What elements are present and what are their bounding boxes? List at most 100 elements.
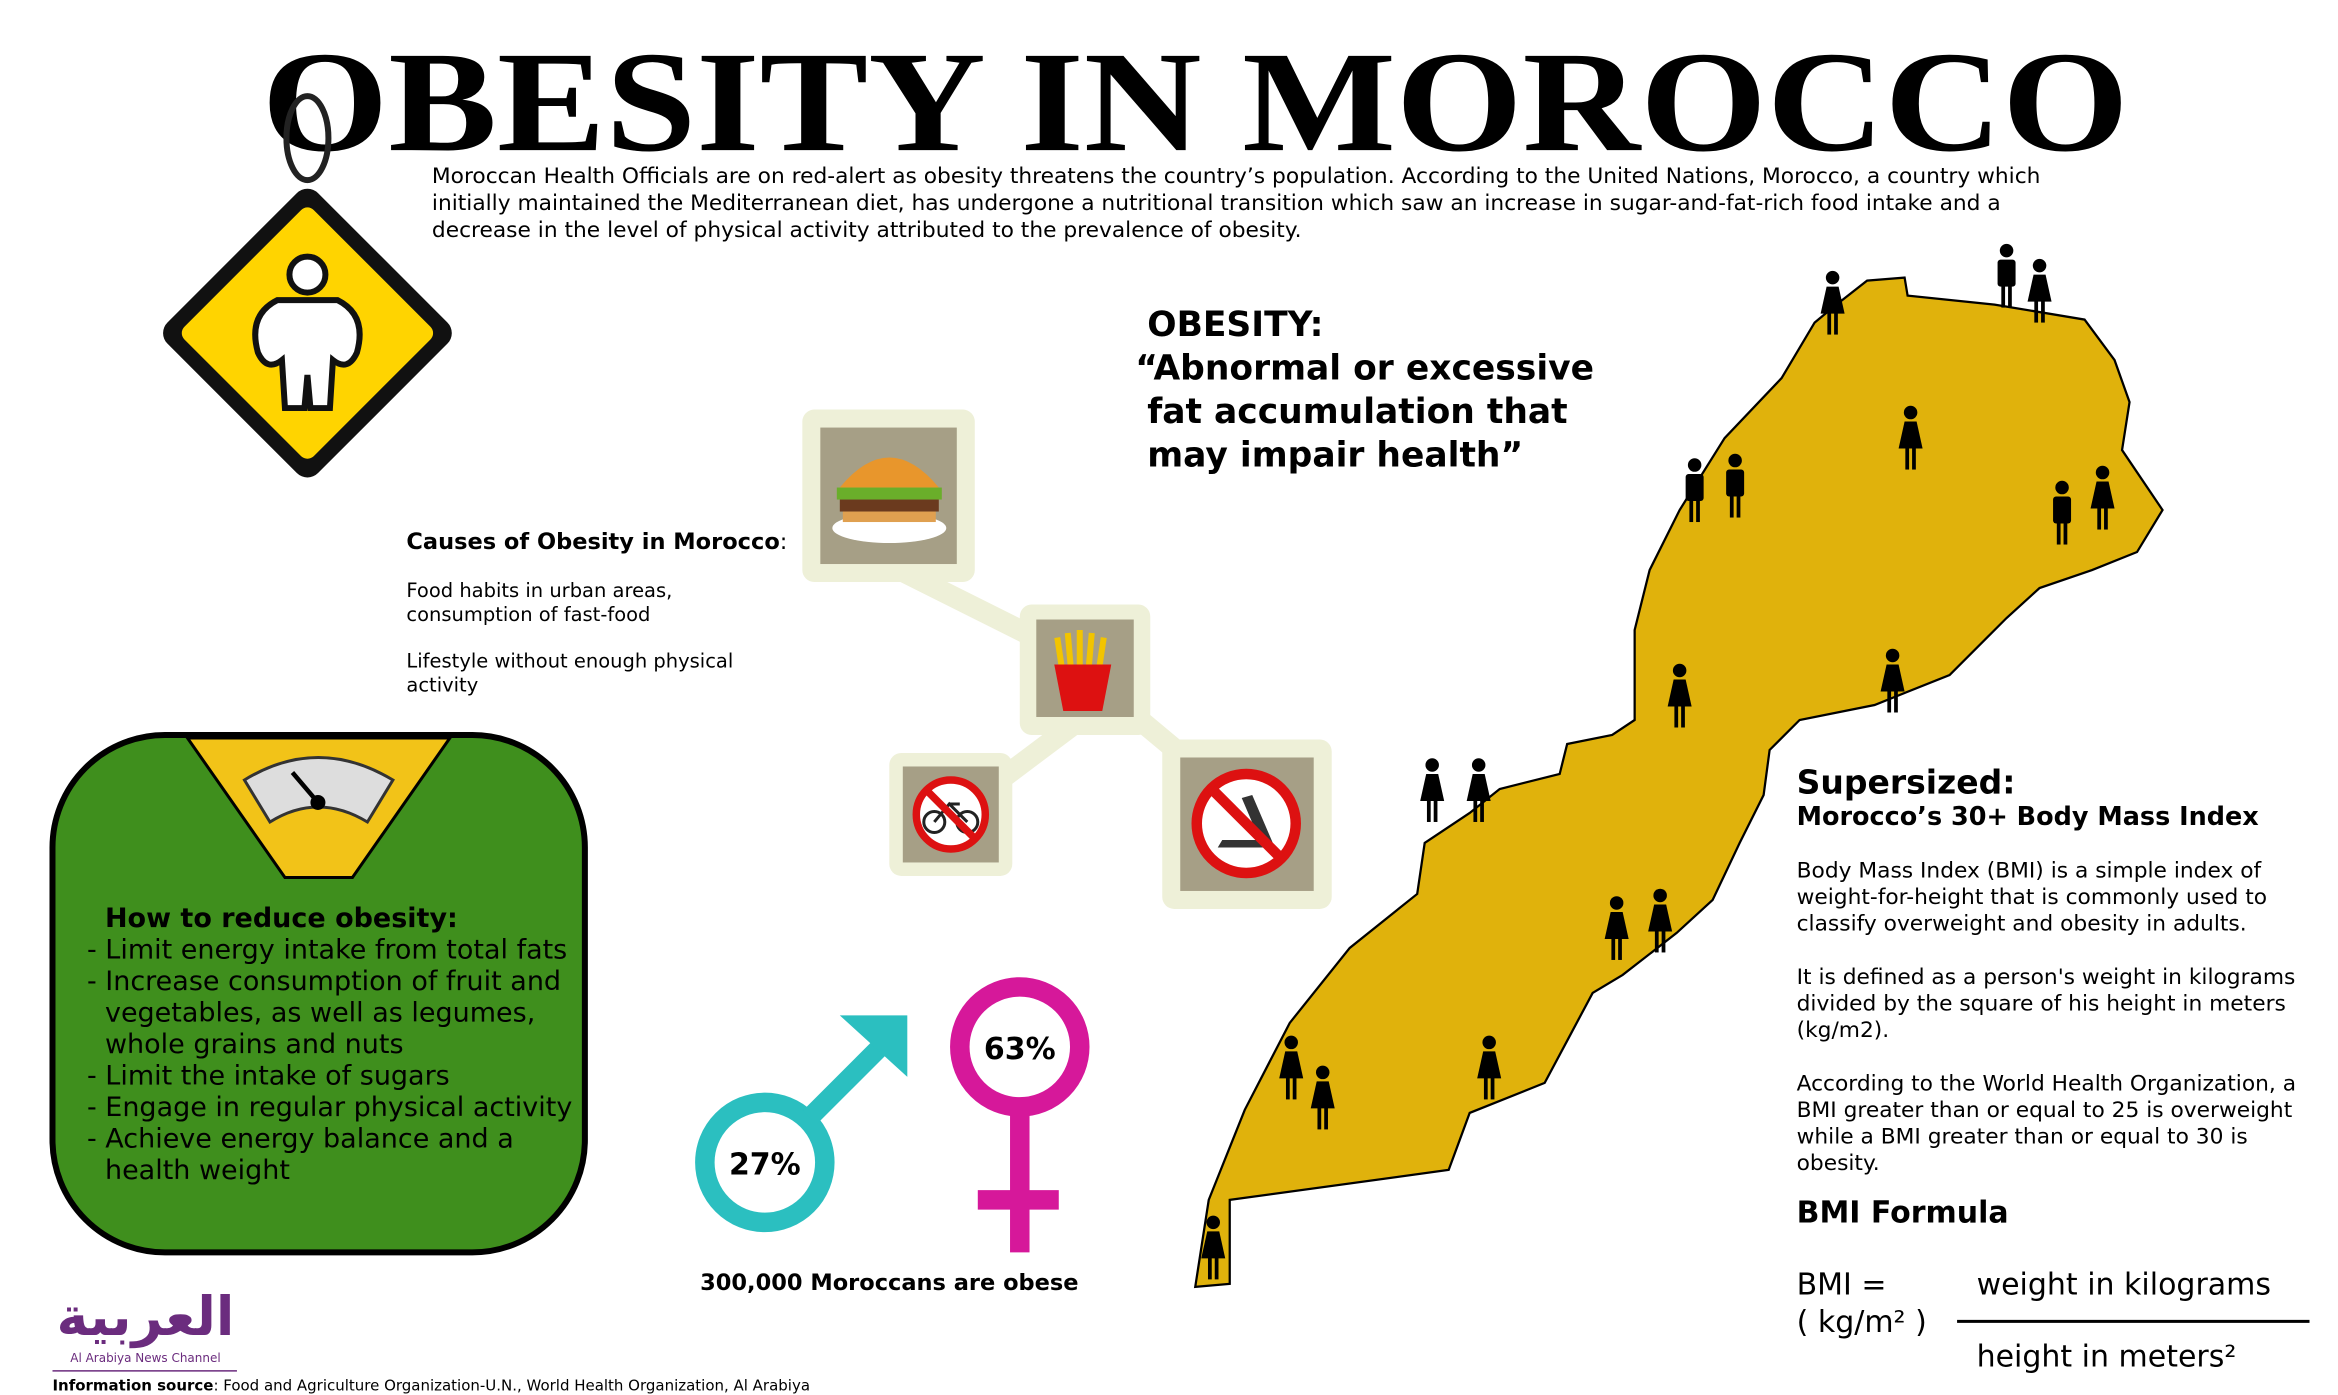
body (2027, 274, 2052, 302)
woman (1880, 648, 1905, 713)
cause-icons (802, 409, 1332, 909)
leg (1490, 1075, 1495, 1100)
woman (1604, 896, 1629, 960)
woman (1201, 1215, 1226, 1280)
definition-line: fat accumulation that (1147, 392, 1567, 432)
head (2032, 258, 2047, 273)
body (1310, 1081, 1335, 1109)
body (1820, 286, 1845, 314)
body (2053, 496, 2072, 524)
leg (1689, 498, 1694, 523)
leg (1426, 797, 1431, 822)
man (1685, 458, 1704, 523)
leg (1654, 928, 1659, 953)
head (1482, 1035, 1496, 1050)
body (1201, 1231, 1226, 1259)
body (1477, 1051, 1502, 1079)
intro: Moroccan Health Officials are on red-ale… (432, 164, 2041, 243)
female-percent: 63% (984, 1032, 1056, 1067)
bmi-subheading: Morocco’s 30+ Body Mass Index (1797, 802, 2260, 832)
source: Information source: Food and Agriculture… (52, 1376, 810, 1394)
man (1997, 243, 2016, 308)
leg (1729, 493, 1734, 518)
body (1880, 664, 1905, 692)
formula-left: ( kg/m² ) (1797, 1305, 1927, 1340)
leg (2034, 298, 2039, 323)
leg (1207, 1255, 1212, 1280)
woman (1466, 758, 1491, 822)
body (1667, 679, 1692, 707)
leg (1736, 493, 1741, 518)
leg (1483, 1075, 1488, 1100)
head (1425, 758, 1439, 772)
head (1728, 453, 1742, 468)
people (1201, 243, 2115, 1280)
leg (2063, 520, 2068, 545)
leg (1696, 498, 1700, 523)
body (1466, 773, 1491, 801)
head (1825, 270, 1840, 285)
head (1653, 888, 1667, 903)
head (1315, 1065, 1330, 1080)
woman (1420, 758, 1445, 822)
reduce-text: How to reduce obesity:- Limit energy int… (87, 903, 572, 1186)
cause-line: activity (406, 674, 478, 697)
bmi-section: Supersized:Morocco’s 30+ Body Mass Index… (1797, 762, 2296, 1374)
leg (1611, 935, 1616, 960)
leg (1473, 797, 1478, 822)
woman (1310, 1065, 1335, 1130)
leg (1661, 928, 1666, 953)
formula-heading: BMI Formula (1797, 1195, 2009, 1230)
woman (1667, 663, 1692, 728)
leg (2008, 283, 2012, 308)
formula-denominator: height in meters² (1977, 1339, 2237, 1374)
woman (1279, 1035, 1304, 1100)
morocco-map (1193, 276, 2164, 1289)
woman (1477, 1035, 1502, 1100)
bmi-text: classify overweight and obesity in adult… (1797, 912, 2247, 937)
intro-line: Moroccan Health Officials are on red-ale… (432, 164, 2041, 189)
bmi-heading: Supersized: (1797, 762, 2016, 801)
body (1997, 259, 2016, 287)
cause-line: Food habits in urban areas, (406, 579, 672, 602)
logo: العربية (57, 1285, 235, 1348)
bmi-text: (kg/m2). (1797, 1018, 1890, 1043)
bmi-text: weight-for-height that is commonly used … (1797, 885, 2267, 910)
bmi-text: It is defined as a person's weight in ki… (1797, 965, 2296, 990)
woman (1820, 270, 1845, 335)
reduce-line: health weight (105, 1155, 290, 1186)
cause-line: Lifestyle without enough physical (406, 650, 733, 673)
woman (1898, 405, 1923, 470)
leg (2001, 283, 2006, 308)
head (1471, 758, 1486, 772)
definition-line: may impair health” (1147, 436, 1523, 476)
leg (2056, 520, 2061, 545)
head (1672, 663, 1687, 678)
body (1726, 469, 1745, 497)
leg (2097, 505, 2102, 530)
leg (2104, 505, 2108, 530)
reduce-line: - Engage in regular physical activity (87, 1092, 572, 1123)
leg (1827, 310, 1832, 335)
reduce-line: whole grains and nuts (105, 1029, 404, 1060)
head (1609, 896, 1624, 910)
leg (1912, 445, 1916, 470)
leg (1681, 703, 1685, 728)
male-percent: 27% (729, 1147, 801, 1182)
reduce-line: - Increase consumption of fruit and (87, 966, 561, 997)
leg (1887, 688, 1892, 713)
stats-caption: 300,000 Moroccans are obese (700, 1270, 1078, 1296)
leg (1285, 1075, 1290, 1100)
source-text: : Food and Agriculture Organization-U.N.… (213, 1376, 810, 1394)
leg (1618, 935, 1622, 960)
cause-line: consumption of fast-food (406, 603, 650, 626)
bmi-text: obesity. (1797, 1151, 1880, 1176)
leg (2041, 298, 2045, 323)
reduce-heading: How to reduce obesity: (105, 903, 458, 934)
head (1206, 1215, 1220, 1230)
reduce-line: vegetables, as well as legumes, (105, 997, 535, 1028)
reduce-line: - Achieve energy balance and a (87, 1123, 514, 1154)
head (1903, 405, 1918, 420)
